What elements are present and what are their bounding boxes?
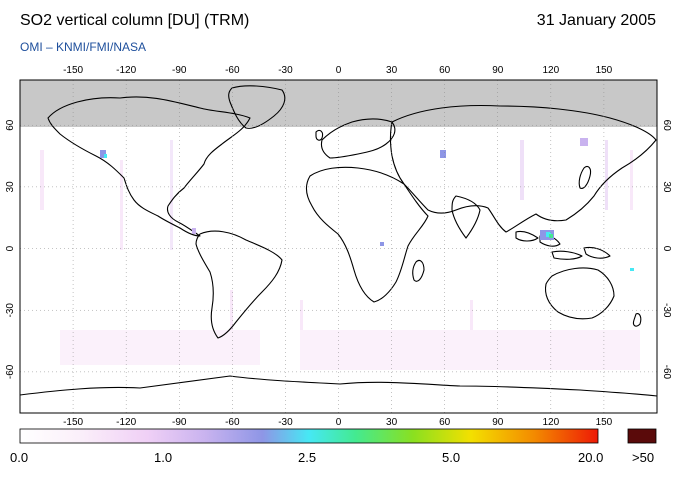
- lon-tick-top: -90: [172, 65, 187, 76]
- lat-tick-left: 60: [5, 119, 16, 131]
- latitude-ticks-right: 60 30 0 -30 -60: [661, 120, 672, 380]
- lon-tick-bottom: 90: [492, 417, 504, 428]
- lon-tick-bottom: -120: [116, 417, 136, 428]
- lat-tick-left: 0: [5, 245, 16, 251]
- lon-tick-top: 0: [336, 65, 342, 76]
- colorbar: [19, 428, 599, 444]
- lat-tick-right: -30: [661, 303, 672, 318]
- latitude-ticks-left: 60 30 0 -30 -60: [5, 119, 16, 379]
- lon-tick-top: -60: [225, 65, 240, 76]
- lat-tick-left: 30: [5, 181, 16, 193]
- colorbar-label-4: 20.0: [578, 450, 604, 465]
- longitude-ticks-bottom: -150 -120 -90 -60 -30 0 30 60 90 120 150: [63, 417, 613, 428]
- lon-tick-top: 120: [542, 65, 559, 76]
- lat-tick-right: 0: [661, 246, 672, 252]
- lon-tick-top: -150: [63, 65, 83, 76]
- colorbar-overflow-swatch: [627, 428, 657, 444]
- longitude-ticks-top: -150 -120 -90 -60 -30 0 30 60 90 120 150: [63, 65, 613, 76]
- map-title: SO2 vertical column [DU] (TRM): [20, 12, 250, 29]
- lon-tick-bottom: -150: [63, 417, 83, 428]
- lon-tick-top: 90: [492, 65, 504, 76]
- continents: [20, 85, 657, 397]
- lon-tick-bottom: 30: [386, 417, 398, 428]
- map-date: 31 January 2005: [536, 12, 656, 29]
- lat-tick-right: -60: [661, 365, 672, 380]
- lat-tick-right: 30: [661, 181, 672, 193]
- lon-tick-top: -30: [278, 65, 293, 76]
- lon-tick-bottom: 150: [596, 417, 613, 428]
- lon-tick-bottom: -90: [172, 417, 187, 428]
- data-credit: OMI – KNMI/FMI/NASA: [20, 40, 147, 54]
- lat-tick-left: -30: [5, 303, 16, 318]
- colorbar-label-1: 1.0: [154, 450, 173, 465]
- lon-tick-top: -120: [116, 65, 136, 76]
- lat-tick-right: 60: [661, 120, 672, 132]
- lon-tick-bottom: -30: [278, 417, 293, 428]
- lon-tick-top: 150: [596, 65, 613, 76]
- colorbar-label-3: 5.0: [442, 450, 461, 465]
- lon-tick-bottom: 60: [439, 417, 451, 428]
- lon-tick-top: 30: [386, 65, 398, 76]
- lon-tick-bottom: -60: [225, 417, 240, 428]
- colorbar-overflow-label: >50: [632, 450, 655, 465]
- no-data-region: [20, 80, 657, 127]
- lat-tick-left: -60: [5, 364, 16, 379]
- lon-tick-bottom: 0: [336, 417, 342, 428]
- so2-background-patches: [40, 140, 640, 370]
- colorbar-label-0: 0.0: [10, 450, 29, 465]
- lon-tick-top: 60: [439, 65, 451, 76]
- colorbar-label-2: 2.5: [298, 450, 317, 465]
- map-frame: [19, 79, 658, 414]
- lon-tick-bottom: 120: [542, 417, 559, 428]
